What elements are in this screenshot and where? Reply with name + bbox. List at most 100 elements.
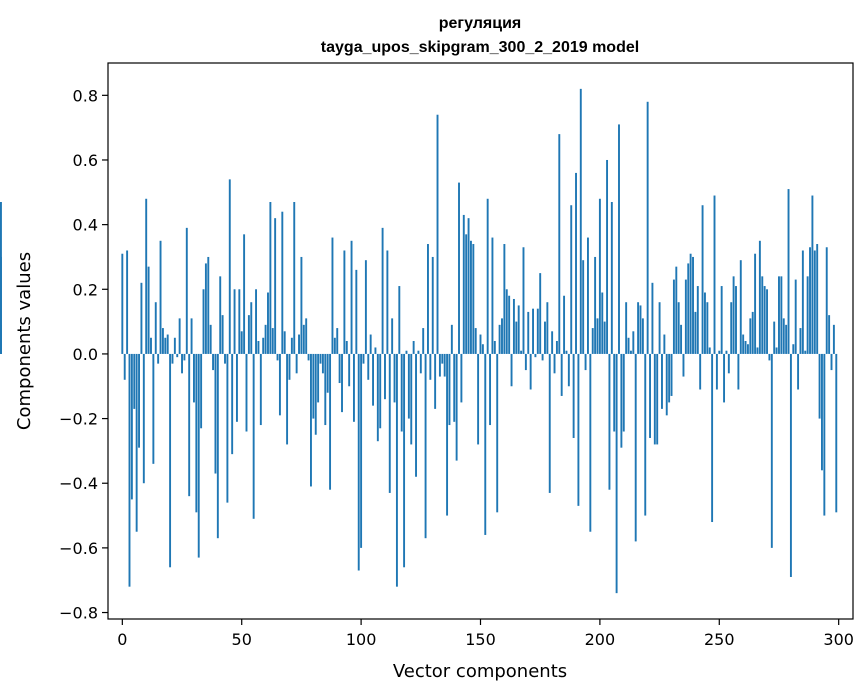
bar-42	[221, 315, 224, 354]
bar-181	[553, 353, 556, 374]
x-axis: 0 50 100 150 200 250 300	[117, 619, 854, 649]
bar-72	[293, 202, 296, 354]
bar-239	[692, 256, 694, 354]
bar-244	[704, 292, 706, 354]
bar-201	[601, 292, 604, 354]
bar-132	[436, 114, 439, 354]
bar-167	[520, 350, 523, 354]
bar-243	[701, 205, 704, 354]
bar-227	[663, 334, 666, 354]
x-tick-label: 0	[117, 630, 127, 649]
bar-150	[479, 334, 482, 354]
bar-40	[216, 353, 219, 539]
bar-55	[252, 353, 255, 519]
bar-147	[472, 244, 475, 354]
bar-22	[173, 337, 176, 354]
bar-173	[534, 353, 537, 358]
bar-77	[305, 318, 308, 354]
bar-112	[388, 353, 391, 493]
bar-296	[828, 315, 831, 354]
bar-100	[360, 353, 363, 548]
bar-92	[341, 353, 343, 413]
bar-14	[154, 302, 157, 354]
bar-160	[503, 244, 506, 354]
bar-168	[522, 247, 525, 354]
y-tick-label: 0.4	[73, 216, 98, 235]
bar-149	[477, 353, 480, 445]
bar-62	[269, 202, 272, 354]
bar-284	[799, 328, 802, 354]
y-axis: −0.8 −0.6 −0.4 −0.2 0.0 0.2 0.4 0.6 0.8	[59, 86, 108, 623]
bar-281	[792, 344, 795, 354]
bar-153	[486, 198, 489, 354]
bar-52	[245, 353, 248, 432]
bar-176	[541, 353, 544, 361]
bar-129	[429, 353, 432, 380]
bar-192	[579, 88, 582, 354]
bar-206	[613, 353, 616, 432]
bar-170	[527, 311, 530, 354]
bar-33	[200, 353, 203, 429]
y-tick-label: −0.2	[59, 410, 98, 429]
bar-224	[656, 353, 659, 445]
bar-20	[169, 353, 172, 568]
bar-258	[737, 353, 740, 390]
bar-217	[639, 305, 642, 354]
bar-193	[582, 260, 585, 354]
bar-197	[591, 328, 594, 354]
bar-78	[307, 353, 310, 361]
bar-128	[427, 244, 429, 354]
bar-46	[231, 353, 234, 455]
bar-273	[773, 321, 776, 354]
bar-137	[448, 353, 451, 426]
bar-76	[302, 324, 305, 354]
bar-10	[145, 198, 148, 354]
bar-43	[224, 353, 226, 364]
bar-293	[821, 353, 823, 471]
bar-205	[610, 202, 613, 354]
bar-164	[512, 298, 515, 354]
bar-19	[166, 334, 169, 354]
bar-194	[584, 353, 587, 371]
bar-126	[422, 328, 425, 354]
bar-196	[589, 353, 592, 532]
bars-group	[0, 88, 838, 594]
bar-99	[357, 353, 360, 571]
bar-183	[558, 134, 561, 354]
bar-203	[606, 159, 609, 354]
bar-145	[467, 218, 470, 354]
bar-49	[238, 289, 241, 354]
y-tick-label: 0.6	[73, 151, 98, 170]
bar-66	[278, 353, 281, 416]
bar-159	[501, 318, 503, 354]
bar-235	[682, 353, 685, 377]
bar-5	[133, 353, 136, 409]
y-tick-label: −0.4	[59, 474, 98, 493]
bar-48	[235, 353, 238, 422]
bar-279	[787, 189, 790, 354]
bar-237	[687, 263, 690, 354]
bar-6	[135, 353, 138, 532]
bar-16	[159, 240, 162, 354]
bar-9	[142, 353, 145, 484]
bar-191	[577, 353, 580, 506]
bar-123	[415, 353, 417, 477]
bar-82	[317, 353, 320, 403]
bar-15	[157, 353, 160, 364]
bar-267	[758, 240, 761, 354]
bar-54	[250, 302, 253, 354]
bar-229	[668, 353, 671, 403]
bar-158	[498, 324, 501, 354]
bar-186	[565, 350, 568, 354]
bar-226	[661, 353, 663, 409]
bar-156	[493, 341, 496, 354]
bar-108	[379, 353, 382, 429]
bar-180	[551, 331, 554, 354]
bar-107	[376, 353, 379, 442]
bar-276	[780, 276, 783, 354]
bar-163	[510, 353, 513, 387]
bar-177	[544, 321, 546, 354]
bar-261	[744, 341, 747, 354]
bar-200	[598, 198, 601, 354]
bar-71	[290, 337, 293, 354]
